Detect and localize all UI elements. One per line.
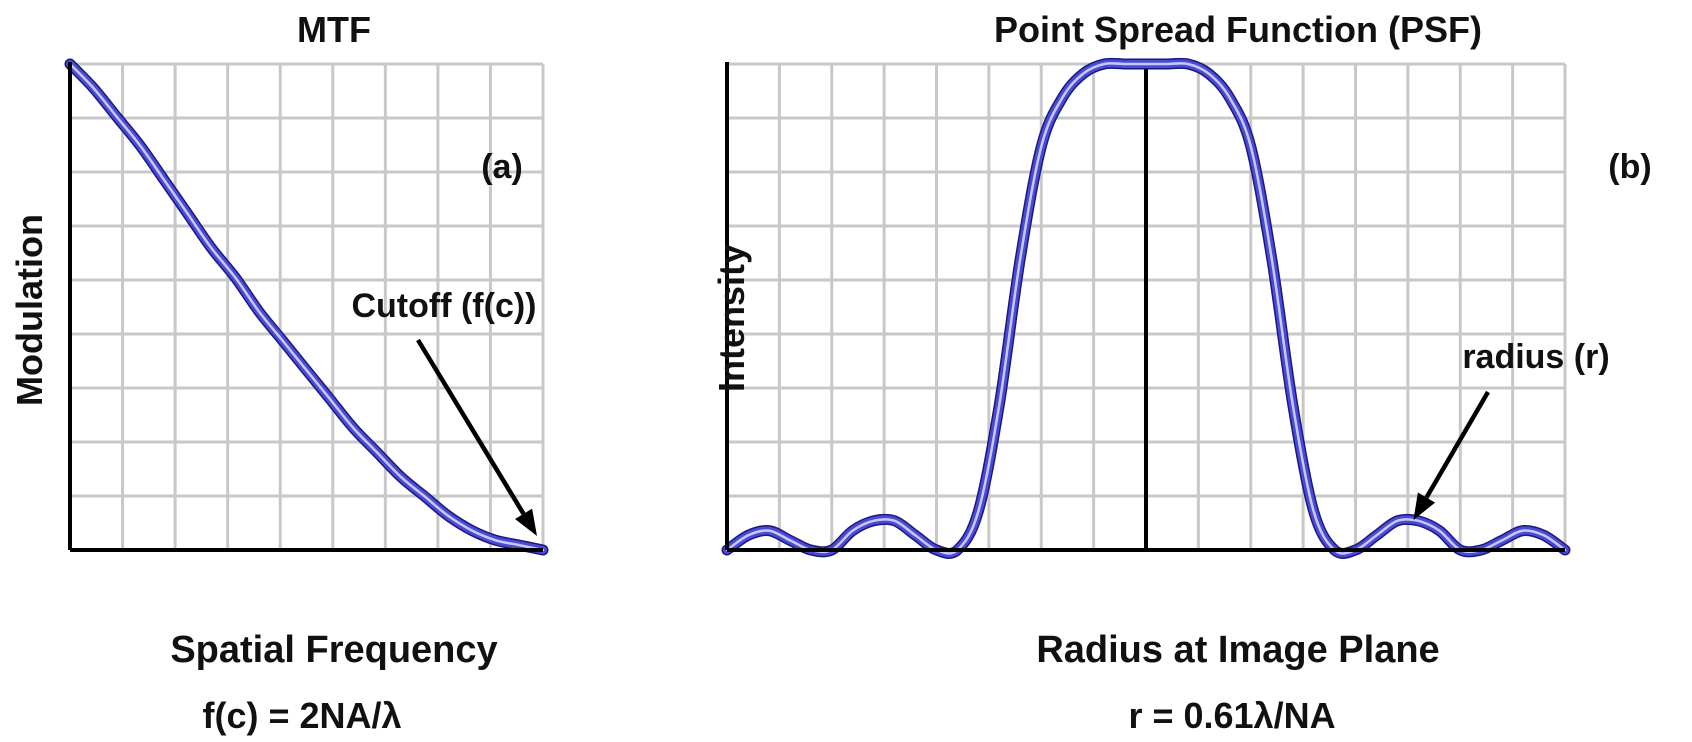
mtf-cutoff-annotation: Cutoff (f(c)) xyxy=(351,287,536,325)
psf-radius-arrow xyxy=(1413,390,1490,520)
psf-radius-arrow-shaft xyxy=(1424,390,1490,499)
psf-y-axis-label: Intensity xyxy=(711,244,752,392)
mtf-cutoff-arrow-shaft xyxy=(416,338,526,515)
mtf-x-axis-label: Spatial Frequency xyxy=(170,629,497,671)
psf-axes xyxy=(725,62,1565,552)
mtf-y-axis-label: Modulation xyxy=(9,214,50,406)
mtf-title: MTF xyxy=(297,9,371,50)
psf-panel: Point Spread Function (PSF) (b) radius (… xyxy=(711,9,1652,736)
psf-curve-highlight xyxy=(725,62,1567,555)
mtf-cutoff-arrow-head xyxy=(515,508,537,536)
psf-curve-group xyxy=(721,57,1571,559)
mtf-axes xyxy=(68,62,543,552)
mtf-panel-label: (a) xyxy=(481,148,523,186)
psf-formula: r = 0.61λ/NA xyxy=(1128,695,1335,736)
psf-radius-annotation: radius (r) xyxy=(1462,338,1609,376)
psf-title: Point Spread Function (PSF) xyxy=(994,9,1482,50)
mtf-panel: MTF (a) Cutoff (f(c)) Modulation Spatial… xyxy=(9,9,549,736)
psf-x-axis-label: Radius at Image Plane xyxy=(1036,629,1439,671)
mtf-grid xyxy=(70,62,545,550)
mtf-curve-highlight xyxy=(68,62,545,552)
mtf-curve-group xyxy=(64,58,549,556)
mtf-formula: f(c) = 2NA/λ xyxy=(202,695,401,736)
psf-radius-arrow-head xyxy=(1413,492,1436,520)
psf-panel-label: (b) xyxy=(1608,148,1651,186)
mtf-cutoff-arrow xyxy=(416,338,537,536)
